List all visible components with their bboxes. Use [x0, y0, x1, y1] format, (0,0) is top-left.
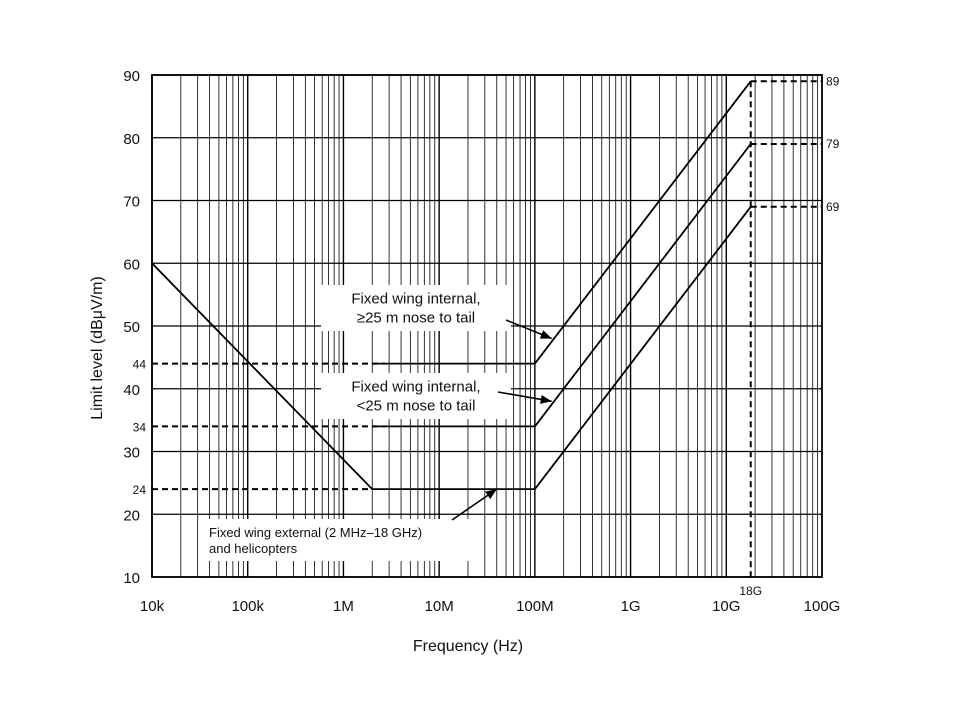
- annotation-text: Fixed wing internal,: [351, 379, 480, 396]
- grid: [151, 74, 823, 578]
- series-line-2: [534, 143, 752, 427]
- marker-18g-label: 18G: [739, 584, 762, 598]
- annotation-text: Fixed wing external (2 MHz–18 GHz): [209, 525, 422, 540]
- x-tick-label: 10k: [140, 598, 165, 615]
- series-group: [151, 80, 752, 491]
- annotation-box: [201, 519, 483, 561]
- right-level-label: 89: [826, 74, 840, 88]
- x-tick-label: 1M: [333, 598, 354, 615]
- x-tick-label: 100G: [804, 598, 841, 615]
- right-level-label: 79: [826, 137, 840, 151]
- y-tick-label: 20: [123, 507, 140, 524]
- annotation-text: <25 m nose to tail: [357, 398, 476, 415]
- y-tick-label: 40: [123, 382, 140, 399]
- annotation-text: Fixed wing internal,: [351, 291, 480, 308]
- series-line-3: [534, 80, 752, 365]
- y-tick-label: 60: [123, 256, 140, 273]
- annotation-text: ≥25 m nose to tail: [357, 310, 475, 327]
- y-tick-label: 90: [123, 68, 140, 85]
- y-extra-tick-label: 34: [133, 420, 147, 434]
- x-tick-label: 10M: [425, 598, 454, 615]
- annotation-arrow-head: [540, 394, 552, 404]
- y-tick-label: 10: [123, 570, 140, 587]
- y-extra-tick-label: 44: [133, 358, 147, 372]
- y-tick-label: 80: [123, 131, 140, 148]
- reference-dashes: [152, 80, 822, 577]
- annotation-text: and helicopters: [209, 541, 298, 556]
- annotation-arrow-head: [539, 330, 552, 339]
- x-tick-label: 1G: [621, 598, 641, 615]
- y-axis-title: Limit level (dBμV/m): [89, 276, 106, 419]
- x-tick-label: 10G: [712, 598, 740, 615]
- x-tick-label: 100k: [231, 598, 264, 615]
- y-tick-label: 70: [123, 194, 140, 211]
- y-extra-tick-label: 24: [133, 483, 147, 497]
- annotation-box: [321, 373, 511, 419]
- series-line-1: [151, 206, 752, 491]
- y-tick-label: 30: [123, 445, 140, 462]
- annotations: Fixed wing internal, ≥25 m nose to tail Fi…: [201, 285, 553, 561]
- annotation-arrow-head: [485, 489, 497, 500]
- tick-labels: 10k 100k 1M 10M 100M 1G 10G 100G 10 20 30 40 50 60 70 8…: [123, 68, 840, 615]
- x-tick-label: 100M: [516, 598, 554, 615]
- right-level-label: 69: [826, 200, 840, 214]
- annotation-box: [321, 285, 511, 331]
- y-tick-label: 50: [123, 319, 140, 336]
- x-axis-title: Frequency (Hz): [413, 638, 523, 655]
- plot-border: [151, 74, 823, 578]
